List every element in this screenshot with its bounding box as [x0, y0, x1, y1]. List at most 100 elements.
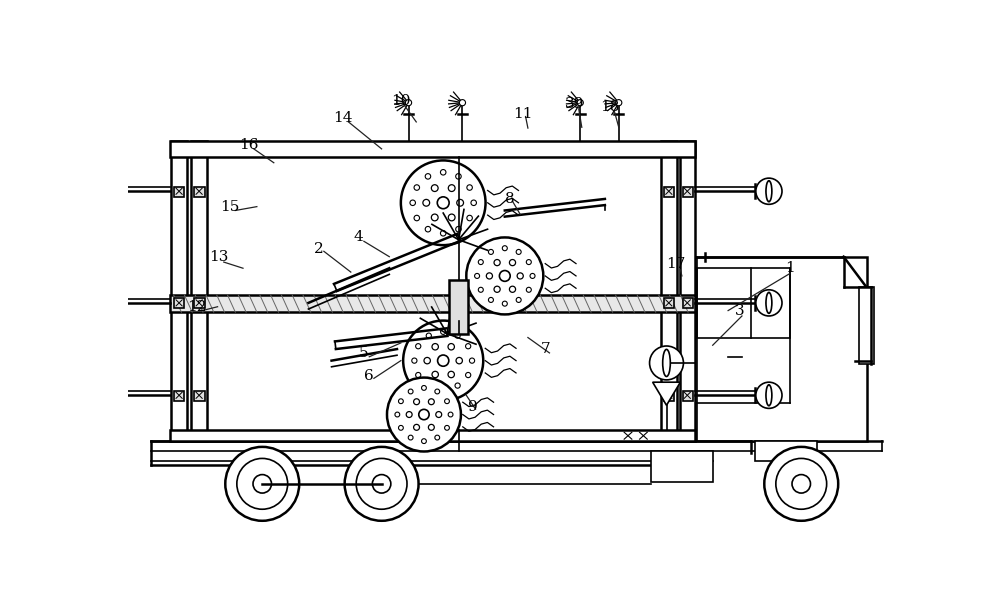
Text: 8: 8 — [505, 192, 515, 206]
Circle shape — [77, 178, 104, 204]
Circle shape — [467, 184, 472, 190]
Circle shape — [650, 346, 683, 380]
Circle shape — [424, 358, 430, 364]
Circle shape — [425, 226, 431, 232]
Circle shape — [526, 259, 531, 265]
Bar — [194, 298, 205, 308]
Circle shape — [408, 389, 413, 394]
Bar — [683, 298, 693, 308]
Circle shape — [423, 199, 430, 206]
Circle shape — [456, 174, 461, 179]
Bar — [755, 441, 817, 461]
Circle shape — [478, 288, 483, 292]
Text: 18: 18 — [600, 99, 619, 114]
Text: 3: 3 — [735, 304, 744, 317]
Bar — [690, 257, 867, 441]
Circle shape — [516, 298, 521, 302]
Circle shape — [448, 214, 455, 221]
Circle shape — [448, 184, 455, 192]
Circle shape — [509, 259, 516, 266]
Circle shape — [475, 273, 480, 279]
Circle shape — [488, 298, 493, 302]
Bar — [859, 288, 874, 364]
Circle shape — [436, 412, 442, 418]
Bar — [171, 141, 187, 441]
Circle shape — [372, 474, 391, 493]
Circle shape — [428, 424, 434, 430]
Circle shape — [395, 412, 400, 417]
Circle shape — [467, 215, 472, 221]
Circle shape — [425, 174, 431, 179]
Bar — [664, 187, 674, 196]
Text: 15: 15 — [220, 199, 240, 214]
Bar — [651, 450, 713, 482]
Circle shape — [438, 355, 449, 366]
Circle shape — [237, 458, 288, 509]
Circle shape — [494, 286, 500, 292]
Circle shape — [445, 425, 449, 430]
Circle shape — [466, 237, 543, 314]
Bar — [194, 391, 205, 401]
Circle shape — [767, 189, 771, 193]
Ellipse shape — [766, 181, 772, 202]
Circle shape — [767, 393, 771, 398]
Circle shape — [399, 425, 403, 430]
Bar — [174, 187, 184, 196]
Text: 10: 10 — [391, 94, 411, 108]
Circle shape — [401, 161, 486, 245]
Circle shape — [455, 383, 460, 388]
Circle shape — [466, 373, 471, 377]
Circle shape — [756, 290, 782, 316]
Circle shape — [488, 249, 493, 255]
Circle shape — [432, 344, 438, 350]
Circle shape — [767, 301, 771, 305]
Circle shape — [448, 344, 454, 350]
Circle shape — [345, 447, 419, 521]
Circle shape — [448, 371, 454, 378]
Ellipse shape — [663, 349, 670, 377]
Text: 13: 13 — [209, 250, 228, 264]
Circle shape — [663, 360, 670, 366]
Bar — [664, 298, 674, 308]
Circle shape — [88, 301, 93, 305]
Circle shape — [792, 474, 810, 493]
Text: 16: 16 — [239, 138, 259, 152]
Circle shape — [410, 200, 415, 205]
Circle shape — [456, 226, 461, 232]
Circle shape — [414, 424, 420, 430]
Circle shape — [517, 273, 523, 279]
Circle shape — [526, 288, 531, 292]
Circle shape — [432, 371, 438, 378]
Text: 12: 12 — [187, 300, 207, 314]
Circle shape — [530, 273, 535, 279]
Circle shape — [387, 377, 461, 452]
Circle shape — [440, 231, 446, 236]
Circle shape — [426, 383, 431, 388]
Bar — [683, 187, 693, 196]
Text: 39: 39 — [564, 97, 584, 111]
Circle shape — [426, 333, 431, 338]
Circle shape — [466, 344, 471, 349]
Circle shape — [478, 259, 483, 265]
Circle shape — [469, 358, 475, 363]
Circle shape — [437, 197, 449, 208]
Bar — [194, 187, 205, 196]
Ellipse shape — [88, 385, 93, 406]
Circle shape — [441, 329, 446, 334]
Text: 4: 4 — [354, 231, 363, 244]
Circle shape — [455, 333, 460, 338]
Circle shape — [422, 386, 426, 391]
Bar — [664, 391, 674, 401]
Circle shape — [764, 447, 838, 521]
Circle shape — [577, 99, 583, 106]
Text: 6: 6 — [364, 369, 373, 383]
Bar — [170, 430, 695, 441]
Circle shape — [499, 271, 510, 282]
Circle shape — [88, 393, 93, 398]
Bar — [174, 298, 184, 308]
Circle shape — [486, 273, 492, 279]
Circle shape — [445, 399, 449, 404]
Bar — [697, 268, 790, 337]
Circle shape — [225, 447, 299, 521]
Circle shape — [516, 249, 521, 255]
